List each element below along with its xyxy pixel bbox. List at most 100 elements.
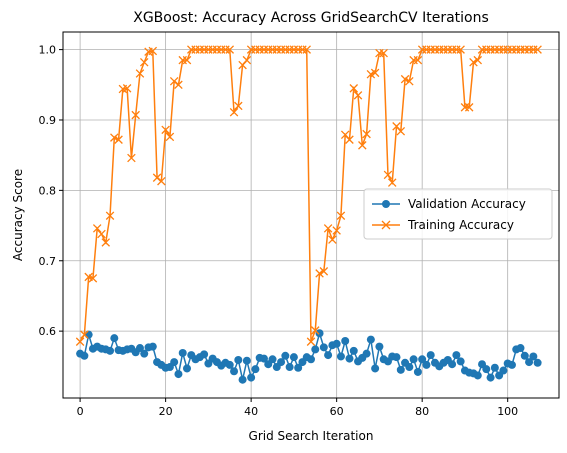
data-point	[336, 352, 345, 361]
y-tick-label: 0.9	[39, 114, 57, 127]
data-point	[75, 337, 85, 346]
data-point	[387, 178, 397, 187]
data-point	[238, 375, 247, 384]
data-point	[464, 103, 474, 112]
data-point	[268, 355, 277, 364]
data-point	[306, 337, 316, 346]
data-point	[392, 353, 401, 362]
legend-marker-training	[381, 220, 391, 230]
y-axis: 0.6 0.7 0.8 0.9 1.0	[39, 44, 63, 338]
data-point	[413, 55, 423, 65]
data-point	[323, 224, 333, 233]
data-point	[409, 355, 418, 364]
data-point	[332, 226, 341, 235]
legend-box	[363, 188, 553, 240]
data-point	[319, 343, 328, 352]
data-point	[234, 101, 243, 111]
plot-frame	[62, 31, 560, 399]
data-point	[328, 235, 337, 244]
series-line	[79, 48, 538, 343]
x-tick-label: 60	[330, 405, 344, 418]
data-point	[281, 351, 290, 360]
data-point	[448, 360, 457, 369]
data-point	[426, 351, 435, 360]
data-point	[289, 353, 298, 362]
data-point	[84, 330, 93, 339]
legend-label-training: Training Accuracy	[407, 218, 514, 232]
x-tick-label: 40	[244, 405, 258, 418]
data-point	[242, 55, 252, 65]
data-point	[366, 335, 375, 344]
data-point	[362, 349, 371, 358]
x-axis-label: Grid Search Iteration	[249, 429, 374, 443]
data-point	[80, 351, 89, 360]
data-point	[230, 367, 239, 376]
data-point	[315, 269, 324, 278]
data-point	[336, 211, 346, 220]
data-point	[533, 45, 542, 54]
data-point	[456, 357, 465, 366]
y-tick-label: 0.7	[39, 255, 57, 268]
legend: Validation Accuracy Training Accuracy	[363, 188, 553, 240]
data-point	[110, 133, 119, 142]
data-point	[486, 373, 495, 382]
data-point	[525, 358, 534, 367]
data-point	[490, 363, 499, 372]
data-point	[396, 365, 405, 374]
data-point	[101, 238, 111, 247]
data-point	[413, 367, 422, 376]
data-point	[362, 129, 371, 139]
data-point	[165, 132, 175, 142]
data-point	[332, 339, 341, 348]
data-point	[520, 351, 529, 360]
data-point	[370, 68, 380, 78]
y-tick-label: 0.6	[39, 325, 57, 338]
data-point	[170, 358, 179, 367]
data-point	[499, 366, 508, 375]
data-point	[127, 153, 136, 163]
data-point	[473, 55, 483, 65]
data-point	[418, 355, 427, 364]
data-point	[353, 91, 363, 100]
data-point	[422, 360, 431, 369]
data-point	[225, 45, 235, 54]
data-point	[507, 360, 516, 369]
data-point	[139, 58, 149, 67]
legend-label-validation: Validation Accuracy	[408, 197, 526, 211]
data-point	[200, 350, 209, 359]
data-point	[315, 329, 324, 338]
data-point	[148, 342, 157, 351]
data-point	[396, 126, 406, 136]
data-point	[302, 45, 311, 54]
data-point	[400, 74, 410, 84]
data-point	[157, 176, 166, 186]
data-point	[349, 84, 359, 93]
data-point	[178, 348, 187, 357]
data-point	[114, 135, 123, 144]
y-axis-label: Accuracy Score	[11, 169, 25, 261]
data-point	[110, 334, 119, 343]
data-point	[311, 345, 320, 354]
y-tick-label: 1.0	[39, 44, 57, 57]
x-tick-label: 0	[77, 405, 84, 418]
x-tick-label: 20	[159, 405, 173, 418]
data-point	[88, 274, 98, 283]
data-point	[92, 224, 102, 233]
data-point	[182, 55, 192, 65]
data-point	[148, 46, 158, 56]
data-point	[358, 141, 367, 150]
data-point	[383, 170, 393, 180]
data-point	[529, 352, 538, 361]
x-tick-label: 100	[497, 405, 518, 418]
data-point	[405, 363, 414, 372]
data-point	[349, 346, 358, 355]
data-point	[122, 84, 132, 93]
data-point	[105, 211, 115, 220]
data-point	[452, 351, 461, 360]
data-point	[345, 135, 354, 144]
data-point	[97, 229, 106, 239]
data-point	[247, 373, 256, 382]
data-point	[482, 365, 491, 374]
data-point	[242, 356, 251, 365]
